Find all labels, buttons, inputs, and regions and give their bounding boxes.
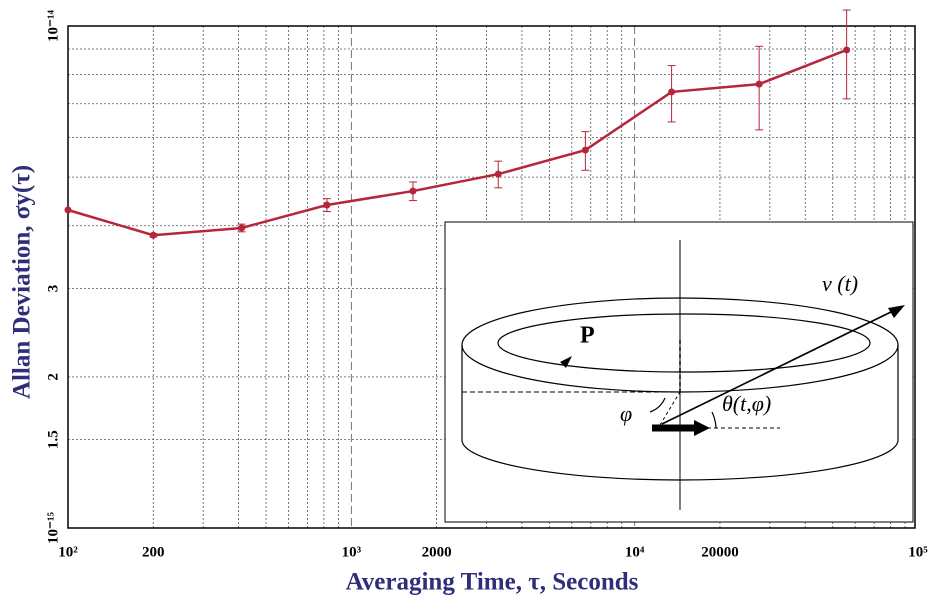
thick-arrowhead (694, 420, 710, 436)
phi-arc (649, 397, 666, 413)
series-line (67, 48, 848, 237)
error-bar (842, 9, 851, 100)
data-point (238, 224, 246, 232)
data-point (843, 46, 851, 54)
data-point (323, 201, 331, 209)
theta-arc (711, 411, 717, 429)
error-bar (755, 45, 764, 131)
y-axis-label: Allan Deviation, σy(τ) (9, 165, 36, 399)
data-point (64, 206, 72, 214)
y-tick-label: 10⁻¹⁵ (45, 512, 61, 544)
data-point (494, 170, 502, 178)
x-tick-label: 10⁵ (908, 544, 928, 560)
y-tick-label: 2 (45, 373, 61, 381)
data-point (409, 187, 417, 195)
x-tick-label: 2000 (422, 544, 452, 560)
x-tick-label: 10⁴ (625, 544, 645, 560)
data-point (755, 80, 763, 88)
data-layer (64, 9, 851, 239)
p-label: P (580, 323, 595, 349)
y-tick-label: 1.5 (45, 430, 61, 449)
phi-label: φ (620, 401, 632, 426)
dashed-line (659, 391, 681, 426)
data-point (149, 231, 157, 239)
velocity-vector (661, 309, 896, 425)
x-tick-label: 200 (142, 544, 165, 560)
y-tick-label: 3 (45, 285, 61, 293)
inset-diagram: P v (t) φ θ(t,φ) (444, 221, 914, 523)
cylinder-bottom (461, 439, 899, 481)
plot-frame (67, 25, 916, 529)
theta-label: θ(t,φ) (722, 391, 771, 416)
y-tick-label: 10⁻¹⁴ (45, 10, 61, 42)
velocity-arrowhead (888, 305, 905, 318)
cylinder-inner (497, 313, 871, 373)
x-tick-label: 10³ (342, 544, 362, 560)
data-point (668, 88, 676, 96)
x-tick-label: 10² (58, 544, 78, 560)
x-tick-label: 20000 (701, 544, 739, 560)
data-point (581, 146, 589, 154)
x-axis-label: Averaging Time, τ, Seconds (346, 569, 639, 596)
v-label: v (t) (822, 271, 858, 296)
p-arrow (560, 356, 572, 368)
